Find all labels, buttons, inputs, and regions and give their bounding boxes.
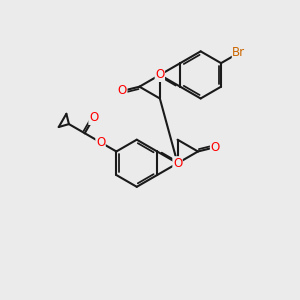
Text: O: O [118,84,127,98]
Text: Br: Br [232,46,245,59]
Text: O: O [96,136,105,149]
Text: O: O [155,68,164,81]
Text: O: O [89,111,98,124]
Text: O: O [173,157,182,170]
Text: O: O [211,141,220,154]
